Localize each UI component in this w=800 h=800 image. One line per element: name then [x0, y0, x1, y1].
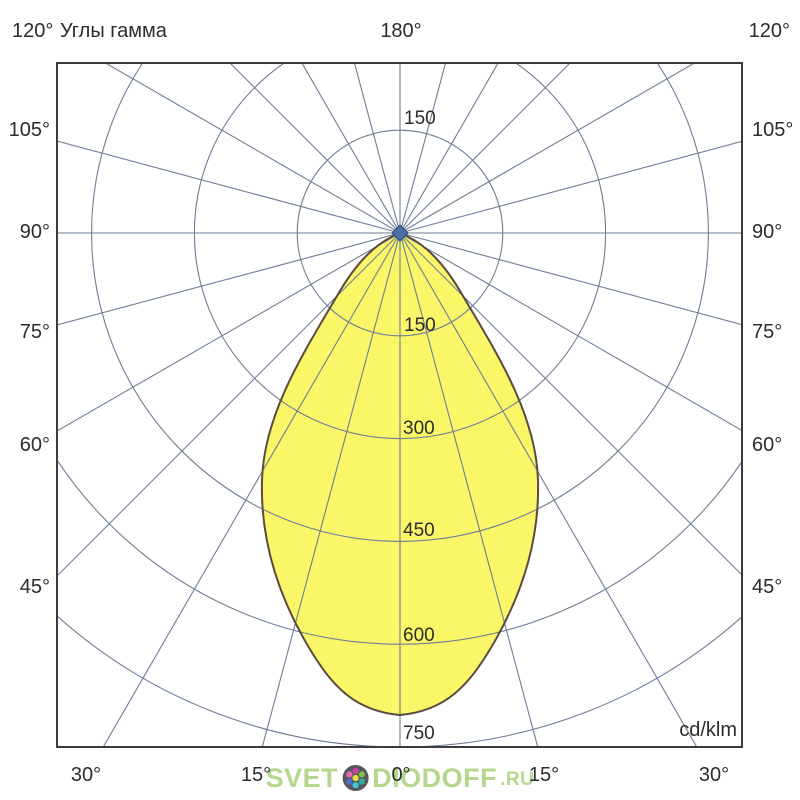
gamma-axis-label-bottom: 15°: [528, 764, 560, 786]
gamma-grid-ray: [229, 63, 401, 234]
watermark-logo-dot: [345, 771, 353, 778]
ring-value-label: 450: [403, 520, 435, 541]
gamma-axis-label-left: 45°: [19, 576, 50, 598]
gamma-axis-label-bottom: 30°: [698, 764, 730, 786]
gamma-axis-label-left: 90°: [19, 221, 50, 243]
watermark-logo-dot: [358, 778, 365, 785]
gamma-axis-label-left: 60°: [19, 434, 50, 456]
gamma-grid-ray: [301, 63, 401, 234]
ring-value-label: 750: [403, 723, 435, 744]
watermark: SVET DIODOFF .RU: [266, 764, 535, 792]
chart-title: Углы гамма: [60, 20, 167, 42]
plot-border: [56, 62, 743, 748]
gamma-axis-label-right: 105°: [752, 119, 794, 141]
gamma-grid-ray: [399, 63, 499, 234]
gamma-grid-ray: [57, 232, 401, 432]
gamma-axis-label-left: 105°: [8, 119, 50, 141]
gamma-axis-label-right: 60°: [752, 434, 783, 456]
polar-center-marker: [391, 224, 409, 242]
intensity-ring: [57, 458, 742, 645]
gamma-grid-ray: [353, 63, 401, 234]
ring-value-label: 600: [403, 625, 435, 646]
gamma-label-top-right: 120°: [748, 20, 790, 42]
gamma-label-top-center: 180°: [380, 20, 422, 42]
gamma-axis-label-bottom: 30°: [70, 764, 102, 786]
ring-value-label: 150: [404, 315, 436, 336]
gamma-label-top-left: 120°: [12, 20, 54, 42]
watermark-logo-dot: [352, 782, 359, 789]
gamma-grid-ray: [104, 63, 401, 234]
intensity-ring: [91, 63, 709, 542]
intensity-ring: [296, 129, 504, 337]
gamma-axis-label-bottom: 0°: [391, 764, 411, 786]
gamma-grid-ray: [57, 140, 401, 234]
ring-value-label: 150: [404, 108, 436, 129]
gamma-grid-ray: [399, 232, 539, 747]
watermark-logo-dot-center: [352, 774, 359, 782]
gamma-grid-ray: [102, 232, 401, 747]
gamma-grid-ray: [399, 232, 742, 576]
watermark-logo-icon: [342, 765, 369, 791]
gamma-grid-ray: [399, 140, 742, 234]
intensity-curve-outline: [260, 231, 540, 717]
gamma-axis-label-bottom: 15°: [240, 764, 272, 786]
gamma-axis-label-right: 90°: [752, 221, 783, 243]
watermark-logo-dot: [358, 771, 365, 778]
gamma-grid-ray: [399, 63, 696, 234]
gamma-grid-ray: [261, 232, 401, 747]
watermark-text-left: SVET: [265, 762, 339, 793]
gamma-grid-ray: [57, 232, 401, 326]
ring-value-label: 300: [403, 418, 435, 439]
watermark-text-right: DIODOFF: [372, 762, 498, 793]
gamma-grid-ray: [399, 232, 742, 432]
gamma-grid-ray: [57, 232, 401, 577]
intensity-ring: [193, 63, 607, 440]
gamma-grid-ray: [399, 232, 742, 326]
unit-label: cd/klm: [679, 719, 737, 741]
gamma-axis-label-right: 75°: [752, 321, 783, 343]
gamma-axis-label-right: 45°: [752, 576, 783, 598]
gamma-grid-ray: [399, 63, 571, 234]
gamma-grid-ray: [399, 63, 447, 234]
gamma-grid-ray: [399, 232, 698, 747]
gamma-axis-label-left: 75°: [19, 321, 50, 343]
watermark-logo-dot: [352, 767, 359, 774]
watermark-tld: .RU: [500, 769, 535, 790]
watermark-logo-dot: [345, 778, 353, 785]
